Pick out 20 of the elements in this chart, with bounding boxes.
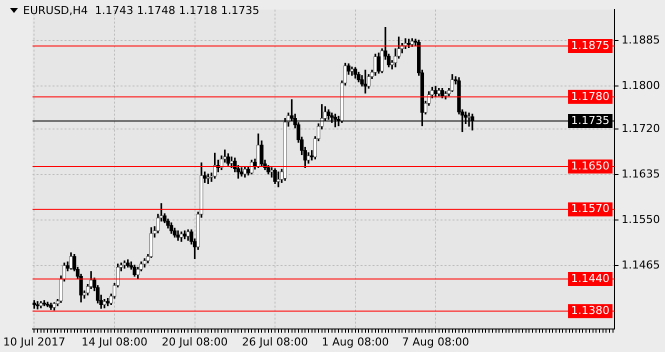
ref-line-label: 1.1875	[571, 38, 610, 52]
y-tick-label: 1.1550	[622, 212, 660, 226]
y-tick-label: 1.1800	[622, 79, 660, 92]
x-tick-label: 20 Jul 08:00	[162, 335, 228, 348]
y-tick-label: 1.1885	[622, 34, 660, 47]
ref-line-label: 1.1780	[571, 90, 610, 103]
x-tick-label: 10 Jul 2017	[3, 335, 66, 348]
y-tick-label: 1.1465	[622, 258, 660, 272]
ref-line-label: 1.1650	[571, 159, 610, 172]
y-tick-label: 1.1635	[622, 167, 660, 180]
ref-line-label: 1.1440	[571, 272, 610, 285]
x-tick-label: 26 Jul 08:00	[242, 335, 308, 348]
ref-line-label: 1.1380	[571, 304, 610, 317]
ref-line-label: 1.1570	[571, 202, 610, 216]
chart-title: EURUSD,H4 1.1743 1.1748 1.1718 1.1735	[23, 4, 260, 17]
x-tick-label: 14 Jul 08:00	[82, 335, 148, 348]
x-tick-label: 1 Aug 08:00	[322, 335, 389, 348]
y-tick-label: 1.1720	[622, 122, 660, 135]
ref-line-label: 1.1735	[571, 114, 610, 127]
x-tick-label: 7 Aug 08:00	[402, 335, 470, 348]
